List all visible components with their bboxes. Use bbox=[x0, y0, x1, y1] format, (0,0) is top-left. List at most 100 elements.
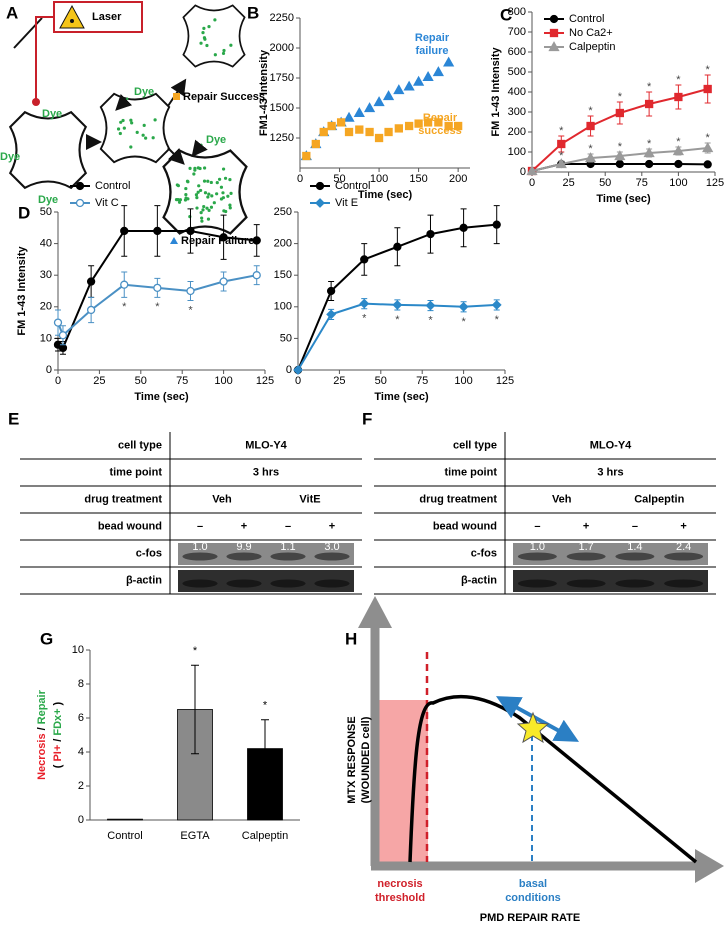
panel-label: B bbox=[247, 3, 259, 22]
significance: * bbox=[618, 91, 623, 103]
marker bbox=[702, 142, 714, 153]
x-tick-label: 150 bbox=[409, 173, 427, 185]
y-tick-label: 600 bbox=[508, 46, 526, 58]
panel-label: C bbox=[500, 5, 512, 24]
marker bbox=[644, 159, 654, 169]
marker bbox=[153, 283, 162, 292]
marker bbox=[615, 108, 624, 118]
y-axis-label-part: Necrosis bbox=[36, 733, 48, 779]
dye-label: Dye bbox=[42, 108, 62, 120]
y-tick-label: 20 bbox=[40, 301, 52, 313]
dye-arrow bbox=[191, 139, 208, 158]
marker bbox=[302, 151, 311, 161]
dye-dot bbox=[129, 118, 133, 122]
blot-band bbox=[182, 552, 218, 561]
legend-label: Control bbox=[95, 180, 130, 192]
y-tick-label: 50 bbox=[280, 332, 292, 344]
legend-marker bbox=[75, 181, 85, 191]
dye-dot bbox=[193, 166, 197, 170]
marker bbox=[393, 242, 402, 251]
panel-a: A Laser Dye Dye Dye Dye Dye Repair Succe… bbox=[0, 1, 265, 247]
x-tick-label: 50 bbox=[599, 177, 611, 189]
cell-text: – bbox=[534, 520, 540, 532]
marker bbox=[443, 56, 455, 67]
y-axis-label: FM 1-43 Intensity bbox=[16, 246, 28, 336]
legend-label: Calpeptin bbox=[569, 41, 615, 53]
legend-label: Vit E bbox=[335, 197, 358, 209]
marker bbox=[186, 286, 195, 296]
marker bbox=[363, 102, 376, 113]
significance: * bbox=[395, 314, 400, 326]
dye-dot bbox=[212, 201, 216, 205]
blot-band bbox=[314, 552, 350, 561]
dye-dot bbox=[217, 177, 222, 181]
marker bbox=[672, 145, 685, 156]
significance: * bbox=[188, 304, 193, 316]
row-label: time point bbox=[109, 466, 162, 478]
cell-text: + bbox=[241, 520, 247, 532]
success-icon bbox=[173, 93, 180, 100]
y-tick-label: 0 bbox=[78, 814, 84, 826]
significance: * bbox=[155, 301, 160, 313]
blot-band bbox=[615, 579, 655, 588]
dye-dot bbox=[210, 194, 214, 198]
dye-dot bbox=[205, 206, 209, 210]
chart: C 0 100 200 300 400 500 600 700 800 0 25 50 75 100 125 T… bbox=[490, 5, 724, 204]
x-tick-label: 50 bbox=[333, 173, 345, 185]
x-tick-label: 100 bbox=[370, 173, 388, 185]
row-label: c-fos bbox=[136, 547, 162, 559]
failure-icon bbox=[170, 237, 178, 244]
y-tick-label: 200 bbox=[274, 238, 292, 250]
blot-band bbox=[270, 552, 306, 561]
cell bbox=[99, 92, 171, 164]
marker bbox=[359, 298, 370, 309]
marker bbox=[373, 96, 385, 107]
laser-icon-dot bbox=[70, 19, 74, 23]
dye-dot bbox=[219, 185, 224, 189]
significance: * bbox=[706, 64, 711, 76]
cell-text: MLO-Y4 bbox=[590, 439, 632, 451]
dye-dot bbox=[199, 41, 203, 45]
marker bbox=[674, 159, 683, 169]
panel-label: E bbox=[8, 409, 19, 428]
blot-image bbox=[178, 570, 354, 592]
dye-dot bbox=[207, 208, 211, 212]
necrosis-label: threshold bbox=[375, 892, 425, 904]
y-axis-label-part: ) bbox=[52, 701, 64, 705]
y-axis-label-part: / bbox=[52, 739, 64, 742]
y-tick-label: 6 bbox=[78, 712, 84, 724]
marker bbox=[394, 124, 403, 133]
dye-label: Dye bbox=[38, 194, 58, 206]
marker bbox=[120, 226, 129, 236]
x-tick-label: Control bbox=[107, 830, 142, 842]
marker bbox=[492, 220, 501, 229]
marker bbox=[319, 127, 328, 137]
response-curve bbox=[408, 694, 698, 864]
series-line bbox=[57, 229, 257, 350]
dye-dot bbox=[199, 211, 203, 215]
dye-label: Dye bbox=[134, 86, 154, 98]
significance: * bbox=[263, 700, 268, 712]
cell-text: + bbox=[680, 520, 686, 532]
band-value: 1.7 bbox=[578, 541, 593, 553]
blot-band bbox=[226, 552, 262, 561]
dye-dot bbox=[209, 205, 214, 209]
cell-text: + bbox=[329, 520, 335, 532]
marker bbox=[703, 84, 712, 94]
marker bbox=[392, 299, 403, 310]
dye-dot bbox=[153, 118, 157, 122]
laser-beam bbox=[35, 16, 54, 100]
blot-band bbox=[664, 579, 704, 588]
marker bbox=[186, 226, 195, 236]
annotation: Repair bbox=[415, 32, 450, 44]
significance: * bbox=[676, 136, 681, 148]
dye-dot bbox=[201, 208, 205, 212]
significance: * bbox=[676, 74, 681, 86]
y-tick-label: 0 bbox=[520, 166, 526, 178]
dye-dot bbox=[215, 192, 219, 196]
x-tick-label: 100 bbox=[669, 177, 687, 189]
marker bbox=[311, 139, 320, 149]
